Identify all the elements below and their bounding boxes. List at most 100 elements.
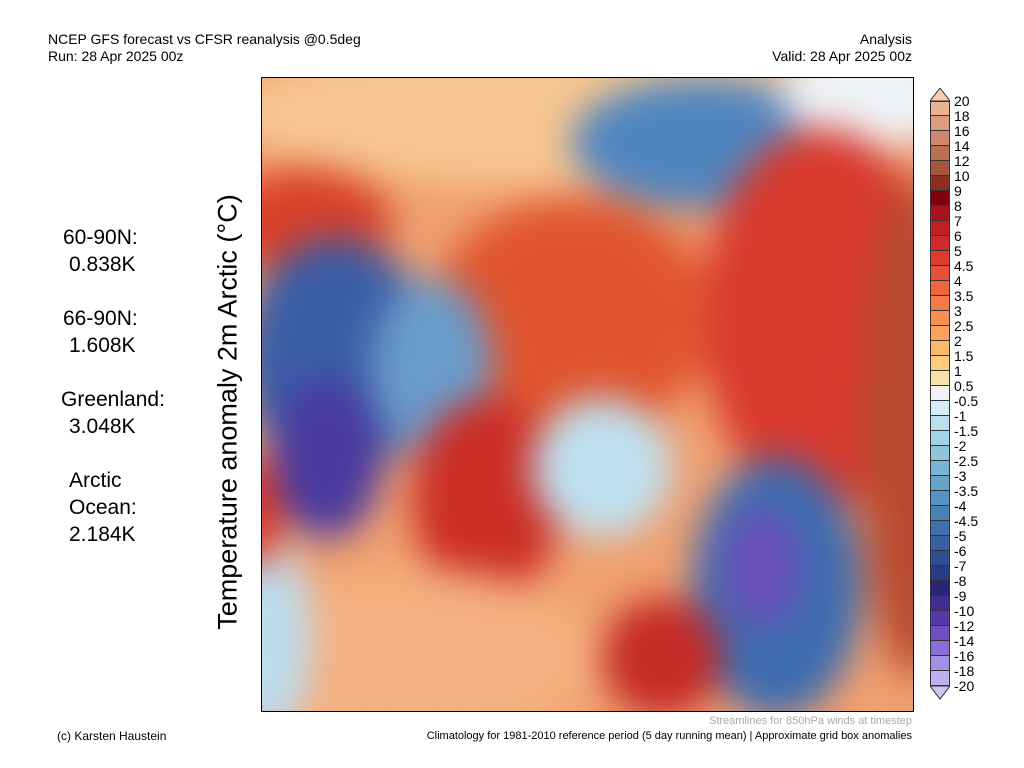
colorbar-tick-label: 4: [954, 273, 962, 289]
stat-greenland-label: Greenland:: [61, 388, 165, 411]
colorbar-tick-label: 10: [954, 168, 970, 184]
colorbar-swatch: [930, 191, 950, 206]
colorbar-tick-label: 9: [954, 183, 962, 199]
colorbar-tick-label: -10: [954, 603, 975, 619]
colorbar-swatch: [930, 536, 950, 551]
colorbar-tick-label: -7: [954, 558, 967, 574]
colorbar-min-triangle: [930, 686, 950, 700]
colorbar-tick-label: -1: [954, 408, 967, 424]
colorbar-swatch: [930, 326, 950, 341]
colorbar-tick-label: -2.5: [954, 453, 979, 469]
colorbar-tick-label: -9: [954, 588, 967, 604]
colorbar-tick-label: 5: [954, 243, 962, 259]
colorbar-swatch: [930, 491, 950, 506]
colorbar-swatch: [930, 116, 950, 131]
colorbar-swatch: [930, 626, 950, 641]
colorbar-tick-label: 1.5: [954, 348, 974, 364]
colorbar-tick-label: -20: [954, 678, 975, 694]
climatology-note: Climatology for 1981-2010 reference peri…: [426, 730, 912, 742]
streamlines-note: Streamlines for 850hPa winds at timestep: [709, 715, 912, 727]
colorbar-swatch: [930, 566, 950, 581]
run-time: Run: 28 Apr 2025 00z: [48, 48, 184, 64]
colorbar-tick-label: -0.5: [954, 393, 979, 409]
colorbar-swatch: [930, 431, 950, 446]
valid-time: Valid: 28 Apr 2025 00z: [772, 48, 912, 64]
colorbar-swatch: [930, 161, 950, 176]
colorbar-tick-label: -16: [954, 648, 975, 664]
colorbar-swatch: [930, 101, 950, 116]
colorbar-tick-label: -18: [954, 663, 975, 679]
colorbar-tick-label: -12: [954, 618, 975, 634]
colorbar-tick-label: 7: [954, 213, 962, 229]
colorbar-tick-label: -6: [954, 543, 967, 559]
colorbar-tick-label: -2: [954, 438, 967, 454]
stat-greenland-value: 3.048K: [69, 415, 136, 438]
colorbar-tick-label: -4: [954, 498, 967, 514]
stat-arctic-value: 2.184K: [69, 523, 136, 546]
credit: (c) Karsten Haustein: [57, 729, 167, 743]
colorbar-swatch: [930, 341, 950, 356]
colorbar-tick-label: 20: [954, 93, 970, 109]
colorbar-swatch: [930, 506, 950, 521]
colorbar-max-triangle: [930, 88, 950, 101]
colorbar-tick-label: 0.5: [954, 378, 974, 394]
colorbar-tick-label: 2.5: [954, 318, 974, 334]
colorbar-tick-label: 18: [954, 108, 970, 124]
colorbar-swatch: [930, 221, 950, 236]
colorbar-tick-label: -8: [954, 573, 967, 589]
stat-60-90n-label: 60-90N:: [63, 226, 138, 249]
colorbar-swatch: [930, 386, 950, 401]
colorbar-swatch: [930, 176, 950, 191]
colorbar-swatch: [930, 476, 950, 491]
stat-66-90n-label: 66-90N:: [63, 307, 138, 330]
colorbar-tick-label: -5: [954, 528, 967, 544]
colorbar-swatch: [930, 356, 950, 371]
colorbar-swatch: [930, 551, 950, 566]
colorbar-tick-label: -14: [954, 633, 975, 649]
colorbar-swatch: [930, 581, 950, 596]
stat-arctic-label2: Ocean:: [69, 496, 137, 519]
colorbar-swatch: [930, 446, 950, 461]
colorbar-tick-label: -1.5: [954, 423, 979, 439]
colorbar-tick-label: 3.5: [954, 288, 974, 304]
colorbar-swatch: [930, 611, 950, 626]
colorbar-tick-label: -3.5: [954, 483, 979, 499]
colorbar-swatch: [930, 596, 950, 611]
colorbar-swatch: [930, 251, 950, 266]
anomaly-map: [261, 77, 914, 712]
colorbar-swatch: [930, 281, 950, 296]
colorbar-tick-label: 8: [954, 198, 962, 214]
colorbar-tick-label: -4.5: [954, 513, 979, 529]
colorbar-swatch: [930, 521, 950, 536]
colorbar-swatch: [930, 641, 950, 656]
colorbar-swatch: [930, 671, 950, 686]
colorbar-swatch: [930, 461, 950, 476]
mode-label: Analysis: [859, 31, 912, 47]
colorbar-tick-label: 12: [954, 153, 970, 169]
colorbar-swatch: [930, 401, 950, 416]
colorbar-swatch: [930, 236, 950, 251]
colorbar-swatch: [930, 206, 950, 221]
figure-title: NCEP GFS forecast vs CFSR reanalysis @0.…: [48, 31, 361, 47]
colorbar-tick-label: 4.5: [954, 258, 974, 274]
colorbar-swatch: [930, 296, 950, 311]
colorbar-swatch: [930, 131, 950, 146]
colorbar-swatch: [930, 146, 950, 161]
y-axis-label: Temperature anomaly 2m Arctic (°C): [212, 194, 243, 630]
colorbar-swatch: [930, 266, 950, 281]
colorbar-tick-label: 6: [954, 228, 962, 244]
colorbar-swatch: [930, 416, 950, 431]
stat-arctic-label: Arctic: [69, 469, 122, 492]
colorbar-tick-label: 3: [954, 303, 962, 319]
stat-66-90n-value: 1.608K: [69, 334, 136, 357]
colorbar-swatch: [930, 311, 950, 326]
stat-60-90n-value: 0.838K: [69, 253, 136, 276]
colorbar-tick-label: 2: [954, 333, 962, 349]
colorbar-tick-label: 1: [954, 363, 962, 379]
colorbar-tick-label: 14: [954, 138, 970, 154]
colorbar-tick-label: 16: [954, 123, 970, 139]
anomaly-field: [262, 78, 913, 711]
colorbar-swatch: [930, 656, 950, 671]
colorbar-swatch: [930, 371, 950, 386]
